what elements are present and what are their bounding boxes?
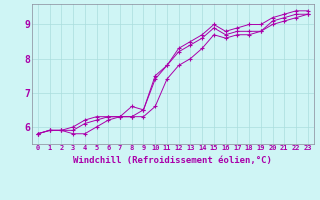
X-axis label: Windchill (Refroidissement éolien,°C): Windchill (Refroidissement éolien,°C) — [73, 156, 272, 165]
